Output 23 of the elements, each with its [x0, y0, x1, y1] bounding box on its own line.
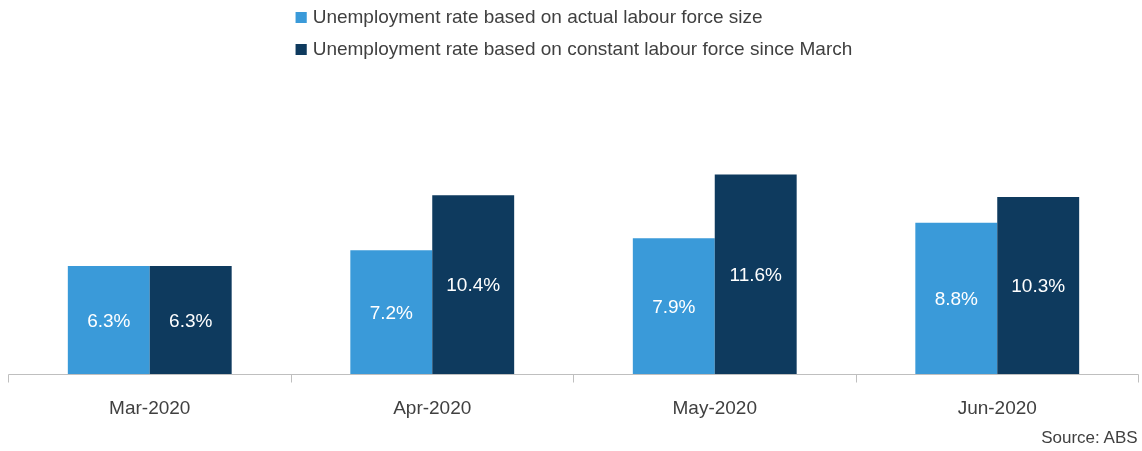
bar	[350, 250, 433, 375]
data-label: 7.2%	[369, 301, 414, 323]
data-label: 10.3%	[1011, 275, 1066, 297]
bar	[632, 238, 715, 375]
bar	[432, 195, 515, 375]
bar	[714, 174, 797, 375]
legend-label: Unemployment rate based on constant labour force since March	[312, 38, 853, 60]
x-tick-label: Mar-2020	[109, 396, 191, 418]
data-label: 6.3%	[87, 309, 131, 331]
data-label: 7.9%	[652, 295, 696, 317]
x-tick-label: Apr-2020	[393, 396, 472, 418]
source-note: Source: ABS	[1041, 427, 1138, 447]
data-label: 10.4%	[446, 274, 501, 296]
legend-label: Unemployment rate based on actual labour force size	[312, 6, 763, 28]
bar	[67, 265, 150, 375]
bar	[997, 196, 1080, 375]
data-label: 11.6%	[729, 264, 783, 285]
data-label: 6.3%	[169, 309, 213, 331]
x-tick-label: Jun-2020	[957, 396, 1037, 418]
data-label: 8.8%	[934, 288, 979, 310]
bar	[149, 265, 232, 375]
x-tick-label: May-2020	[672, 396, 758, 418]
bar	[915, 222, 998, 375]
